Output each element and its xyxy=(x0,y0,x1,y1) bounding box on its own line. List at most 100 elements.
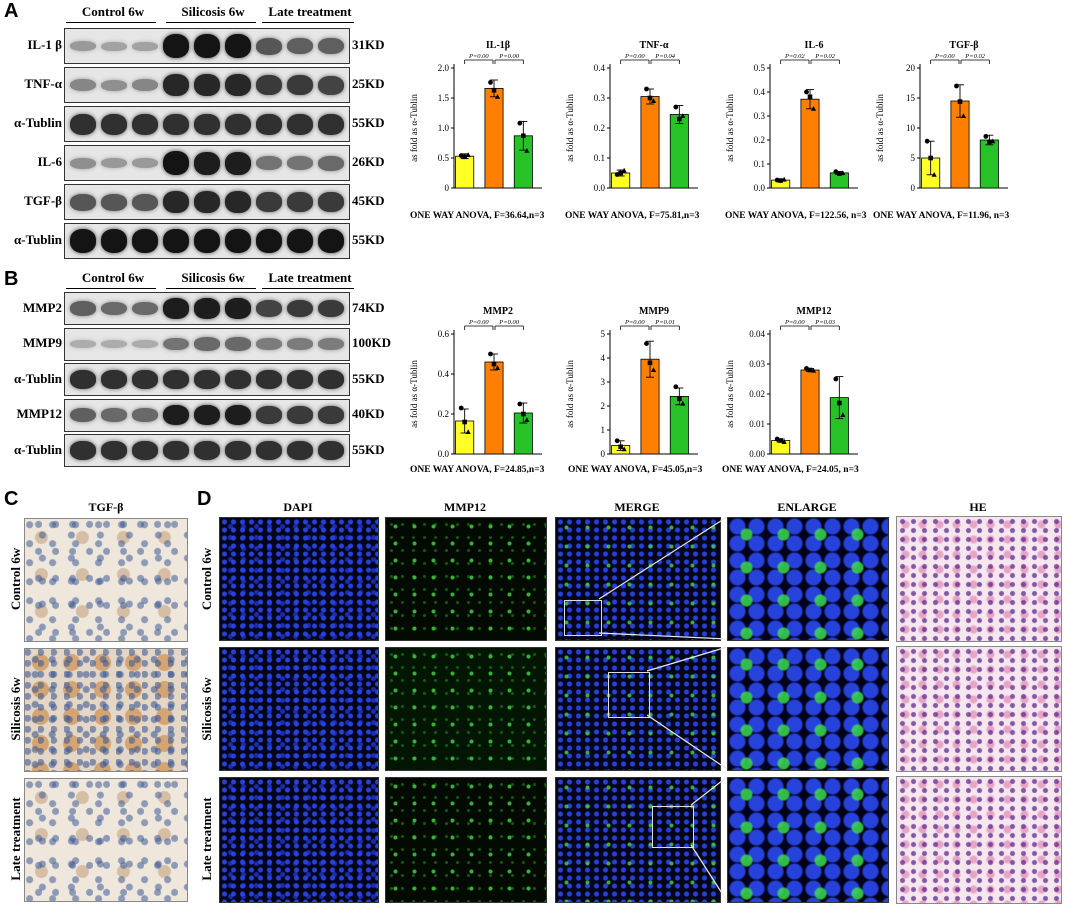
chart-title: IL-1β xyxy=(486,40,510,51)
y-tick-label: 0.1 xyxy=(594,153,605,163)
data-point xyxy=(781,176,787,182)
merge-image-control xyxy=(555,517,721,641)
blot-band xyxy=(225,229,251,253)
dapi-image-late xyxy=(219,777,379,903)
col-header-dapi: DAPI xyxy=(283,500,313,514)
blot-band xyxy=(194,229,220,253)
chart-title: IL-6 xyxy=(805,40,824,51)
y-tick-label: 0.0 xyxy=(754,183,766,193)
blot-band xyxy=(132,370,158,389)
blot-band xyxy=(256,156,282,170)
blot-band xyxy=(163,113,189,135)
blot-band xyxy=(163,151,189,175)
blot-band xyxy=(132,441,158,460)
enlarge-image-control xyxy=(727,517,889,641)
data-point xyxy=(462,154,467,160)
blot-band xyxy=(225,191,251,213)
data-point xyxy=(462,419,467,425)
data-point xyxy=(614,172,620,177)
mmp12-image-silicosis xyxy=(385,647,547,771)
data-point xyxy=(673,384,679,390)
ihc-image-silicosis xyxy=(24,648,188,772)
data-point xyxy=(650,98,657,103)
blot-band xyxy=(194,191,220,213)
blot-row-label: α-Tublin xyxy=(14,232,62,247)
p-value: P=0.00 xyxy=(498,53,519,60)
blot-band xyxy=(132,340,158,348)
blot-band xyxy=(287,113,313,135)
data-point xyxy=(810,106,817,111)
blot-row-label: α-Tublin xyxy=(14,441,62,457)
blot-band xyxy=(256,113,282,135)
blot-band xyxy=(318,155,344,171)
y-tick-label: 0.5 xyxy=(438,153,450,163)
y-axis-label: as fold as α-Tublin xyxy=(409,94,419,162)
data-point xyxy=(644,341,649,346)
data-point xyxy=(987,139,992,145)
panel-label-a: A xyxy=(4,0,19,22)
data-point xyxy=(810,367,817,373)
y-tick-label: 10 xyxy=(906,123,916,133)
data-point xyxy=(833,376,839,382)
chart-title: MMP12 xyxy=(797,306,832,317)
blot-band xyxy=(287,156,313,170)
p-value: P=0.02 xyxy=(814,53,835,60)
blot-row-label: MMP9 xyxy=(23,335,62,350)
blot-band xyxy=(225,404,251,426)
anova-caption: ONE WAY ANOVA, F=36.64,n=3 xyxy=(410,211,545,221)
blot-band xyxy=(225,113,251,135)
y-tick-label: 0.04 xyxy=(749,329,765,339)
blot-band xyxy=(194,441,220,460)
blot-band xyxy=(132,408,158,422)
blot-kd-label: 45KD xyxy=(352,193,385,208)
blot-band xyxy=(318,229,344,253)
blot-kd-label: 100KD xyxy=(352,335,391,350)
panel-label-d: D xyxy=(197,488,212,510)
blot-kd-label: 25KD xyxy=(352,76,385,91)
data-point xyxy=(837,400,842,406)
blot-band xyxy=(287,38,313,54)
blot-band xyxy=(194,298,220,319)
y-tick-label: 0 xyxy=(601,449,606,459)
y-tick-label: 0.0 xyxy=(438,449,450,459)
blot-band xyxy=(225,34,251,58)
y-tick-label: 1 xyxy=(601,425,606,435)
blot-band xyxy=(225,441,251,460)
y-tick-label: 0.4 xyxy=(438,369,450,379)
blot-band xyxy=(225,74,251,96)
y-tick-label: 0 xyxy=(911,183,916,193)
data-point xyxy=(621,446,627,452)
panel-label-b: B xyxy=(4,268,19,290)
col-header-merge: MERGE xyxy=(614,500,660,514)
y-tick-label: 0.3 xyxy=(594,93,606,103)
y-tick-label: 0.2 xyxy=(754,135,765,145)
chart-title: MMP2 xyxy=(483,306,513,317)
y-tick-label: 5 xyxy=(601,329,606,339)
blot-kd-label: 74KD xyxy=(352,299,385,315)
blot-band xyxy=(225,298,251,319)
p-value: P=0.00 xyxy=(624,53,645,60)
ihc-image-late xyxy=(24,778,188,902)
p-value: P=0.02 xyxy=(964,53,985,60)
data-point xyxy=(778,438,783,443)
group-label-late: Late treatment xyxy=(268,270,352,285)
blot-row-label: MMP12 xyxy=(16,406,62,421)
blot-strip xyxy=(64,292,350,325)
anova-caption: ONE WAY ANOVA, F=24.05, n=3 xyxy=(722,465,859,475)
blot-band xyxy=(256,441,282,460)
data-point xyxy=(458,153,464,158)
panel-c-title: TGF-β xyxy=(88,500,124,514)
blot-strip xyxy=(64,434,350,467)
blot-band xyxy=(318,338,344,350)
data-point xyxy=(618,444,623,450)
anova-caption: ONE WAY ANOVA, F=24.85,n=3 xyxy=(410,465,545,475)
blot-band xyxy=(256,338,282,350)
data-point xyxy=(928,155,933,161)
blot-band xyxy=(132,79,158,91)
blot-band xyxy=(194,34,220,58)
blot-band xyxy=(101,79,127,91)
mmp12-image-late xyxy=(385,777,547,903)
y-tick-label: 0.01 xyxy=(749,419,765,429)
anova-caption: ONE WAY ANOVA, F=122.56, n=3 xyxy=(725,211,867,221)
